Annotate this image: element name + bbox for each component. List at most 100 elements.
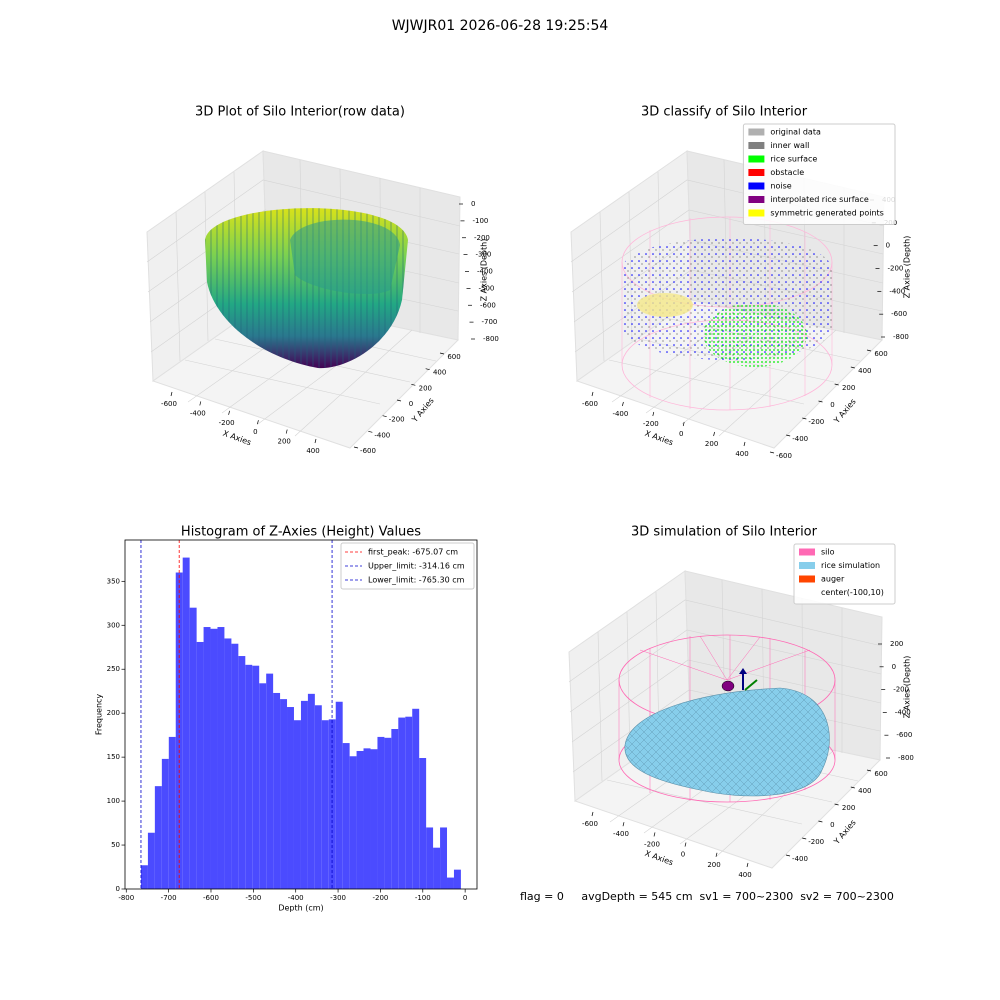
z-tick-label: -400 bbox=[895, 708, 911, 716]
tick-mark bbox=[425, 368, 430, 371]
y-tick-label: 200 bbox=[842, 384, 855, 392]
x-tick-label: -400 bbox=[190, 409, 206, 417]
legend-swatch bbox=[799, 575, 815, 583]
tick-mark bbox=[285, 429, 288, 434]
bar bbox=[154, 786, 162, 889]
legend-label: center(-100,10) bbox=[821, 588, 884, 597]
z-tick-label: -800 bbox=[898, 754, 914, 762]
bar bbox=[182, 557, 190, 889]
y-axis-label: Y Axies bbox=[832, 818, 858, 847]
tick-mark bbox=[834, 803, 839, 806]
x-tick-label: -100 bbox=[415, 894, 431, 902]
tick-mark bbox=[746, 862, 749, 868]
bar bbox=[384, 737, 392, 889]
z-tick-label: -600 bbox=[480, 301, 496, 309]
tick-mark bbox=[850, 786, 855, 789]
y-tick-label: -400 bbox=[792, 435, 808, 443]
legend-swatch bbox=[748, 196, 765, 203]
x-axis-label: X Axies bbox=[222, 429, 253, 448]
tick-mark bbox=[684, 842, 687, 847]
y-tick-label: 0 bbox=[830, 821, 834, 829]
y-axis-label: Frequency bbox=[95, 694, 104, 736]
bar bbox=[161, 758, 169, 889]
x-tick-label: 0 bbox=[253, 428, 257, 436]
status-text: flag = 0 avgDepth = 545 cm sv1 = 700~230… bbox=[520, 890, 894, 903]
subplot-title: Histogram of Z-Axies (Height) Values bbox=[181, 525, 421, 540]
silo-simulation bbox=[618, 634, 836, 803]
tick-mark bbox=[396, 399, 402, 402]
x-tick-label: 0 bbox=[681, 851, 685, 859]
legend-swatch bbox=[799, 548, 815, 556]
x-tick-label: -400 bbox=[613, 830, 629, 838]
legend-box bbox=[793, 543, 896, 605]
bar bbox=[405, 716, 413, 889]
classified-cloud bbox=[621, 216, 833, 411]
x-tick-label: 400 bbox=[738, 871, 751, 879]
z-tick-label: 0 bbox=[886, 242, 890, 250]
bar bbox=[217, 627, 225, 889]
bar bbox=[252, 665, 260, 889]
bar bbox=[328, 719, 336, 889]
legend-label: first_peak: -675.07 cm bbox=[368, 548, 458, 557]
x-axis-label: X Axies bbox=[644, 429, 675, 448]
axes-frame bbox=[124, 539, 478, 890]
subplot-title: 3D Plot of Silo Interior(row data) bbox=[195, 105, 405, 120]
bar bbox=[453, 869, 461, 889]
legend-label: Lower_limit: -765.30 cm bbox=[368, 576, 465, 585]
legend-swatch bbox=[748, 142, 765, 149]
z-axis-label: Z Axies (Depth) bbox=[903, 236, 912, 299]
x-tick-label: 200 bbox=[278, 438, 291, 446]
bar bbox=[245, 664, 253, 889]
tick-mark bbox=[257, 420, 259, 425]
tick-mark bbox=[850, 366, 855, 369]
bar bbox=[168, 736, 176, 889]
tick-mark bbox=[743, 441, 746, 447]
bar bbox=[231, 643, 239, 889]
legend-label: obstacle bbox=[770, 168, 804, 177]
tick-mark bbox=[591, 811, 594, 817]
x-tick-label: -400 bbox=[612, 410, 628, 418]
z-tick-label: -800 bbox=[483, 335, 499, 343]
legend-swatch bbox=[748, 169, 765, 176]
y-axis-label: Y Axies bbox=[832, 397, 858, 426]
bar bbox=[321, 720, 329, 889]
y-tick-label: -200 bbox=[389, 416, 405, 424]
bar bbox=[363, 748, 371, 889]
tick-mark bbox=[834, 383, 839, 386]
z-axis-label: Z Axies (Depth) bbox=[903, 656, 912, 719]
bar bbox=[391, 729, 399, 889]
bar bbox=[426, 827, 434, 889]
bar bbox=[314, 705, 322, 889]
bar bbox=[349, 756, 357, 889]
z-tick-label: -200 bbox=[893, 686, 909, 694]
x-tick-label: -200 bbox=[644, 840, 660, 848]
tick-mark bbox=[170, 391, 173, 397]
x-tick-label: -500 bbox=[245, 894, 261, 902]
tick-mark bbox=[652, 411, 655, 417]
x-tick-label: -200 bbox=[372, 894, 388, 902]
y-tick-label: 400 bbox=[433, 369, 446, 377]
x-tick-label: 200 bbox=[707, 861, 720, 869]
z-tick-label: 0 bbox=[471, 200, 475, 208]
bar bbox=[419, 758, 427, 889]
bar bbox=[196, 641, 204, 889]
legend-swatch bbox=[748, 155, 765, 163]
z-tick-label: -700 bbox=[482, 318, 498, 326]
z-tick-label: -600 bbox=[896, 731, 912, 739]
tick-mark bbox=[622, 822, 625, 827]
z-tick-label: 0 bbox=[892, 663, 896, 671]
y-tick-label: 150 bbox=[107, 753, 120, 761]
bar bbox=[440, 827, 448, 889]
bar bbox=[140, 865, 148, 889]
y-tick-label: 350 bbox=[107, 577, 120, 585]
legend-label: original data bbox=[770, 128, 821, 137]
subplot-title: 3D classify of Silo Interior bbox=[641, 105, 808, 120]
tick-mark bbox=[818, 820, 823, 823]
z-tick-label: 200 bbox=[890, 640, 903, 648]
bar bbox=[287, 707, 294, 889]
tick-mark bbox=[769, 451, 775, 454]
bar bbox=[203, 627, 211, 889]
bar bbox=[293, 720, 301, 889]
